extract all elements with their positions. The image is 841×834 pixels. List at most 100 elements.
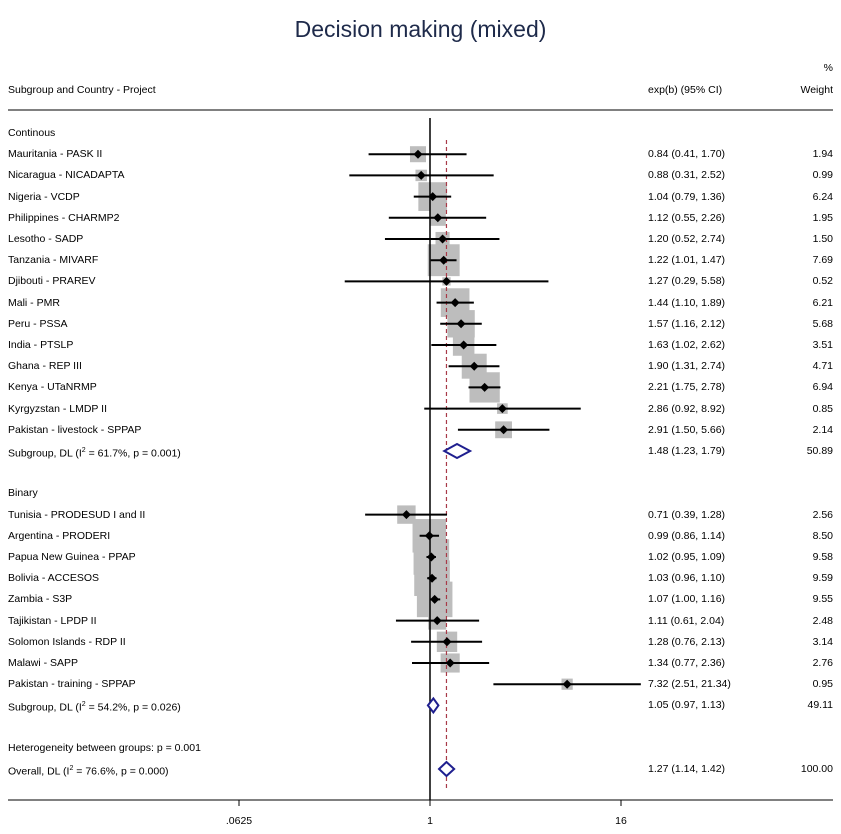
group-label: Continous (8, 127, 56, 139)
estimate-ci-text: 1.22 (1.01, 1.47) (648, 254, 726, 267)
study-label: Bolivia - ACCESOS (8, 572, 100, 585)
estimate-ci-text: 0.84 (0.41, 1.70) (648, 148, 726, 161)
estimate-ci-text: 1.27 (0.29, 5.58) (648, 275, 726, 288)
label-column-header: Subgroup and Country - Project (8, 84, 156, 96)
estimate-ci-text: 1.02 (0.95, 1.09) (648, 551, 726, 563)
weight-value: 0.85 (812, 402, 833, 415)
point-estimate-marker (426, 552, 436, 562)
x-tick-label: 1 (427, 815, 433, 827)
estimate-ci-text: 1.34 (0.77, 2.36) (648, 657, 726, 669)
weight-value: 49.11 (807, 699, 834, 712)
estimate-ci-text: 1.12 (0.55, 2.26) (648, 211, 726, 224)
weight-value: 50.89 (806, 445, 833, 457)
study-label: Tanzania - MIVARF (8, 254, 99, 267)
study-label: Pakistan - livestock - SPPAP (8, 423, 142, 436)
weight-value: 6.21 (812, 296, 833, 309)
point-estimate-marker (480, 382, 490, 392)
estimate-ci-text: 1.63 (1.02, 2.62) (648, 339, 726, 351)
estimate-ci-text: 1.57 (1.16, 2.12) (648, 317, 726, 330)
estimate-ci-text: 1.04 (0.79, 1.36) (648, 190, 726, 203)
point-estimate-marker (432, 616, 442, 626)
estimate-ci-text: 1.07 (1.00, 1.16) (648, 593, 726, 606)
point-estimate-marker (438, 234, 448, 244)
study-label: Papua New Guinea - PPAP (8, 551, 136, 563)
weight-value: 2.48 (812, 614, 833, 627)
weight-value: 3.14 (812, 635, 833, 648)
point-estimate-marker (439, 255, 449, 265)
subgroup-label: Subgroup, DL (I2 = 61.7%, p = 0.001) (8, 447, 181, 460)
subgroup-diamond (426, 696, 440, 715)
weight-value: 9.55 (812, 593, 833, 606)
estimate-ci-text: 1.27 (1.14, 1.42) (648, 763, 726, 775)
estimate-ci-text: 1.20 (0.52, 2.74) (648, 233, 726, 245)
study-label: Malawi - SAPP (8, 657, 79, 669)
estimate-ci-text: 1.48 (1.23, 1.79) (648, 445, 726, 457)
study-label: Tajikistan - LPDP II (8, 614, 97, 627)
study-label: Pakistan - training - SPPAP (8, 678, 136, 691)
weight-value: 8.50 (812, 529, 833, 542)
weight-value: 0.52 (812, 275, 833, 288)
study-label: Nigeria - VCDP (8, 190, 80, 203)
weight-value: 5.68 (812, 317, 833, 330)
point-estimate-marker (450, 298, 460, 308)
point-estimate-marker (433, 213, 443, 223)
study-label: Mali - PMR (8, 296, 60, 309)
estimate-column-header: exp(b) (95% CI) (648, 84, 723, 96)
study-label: Peru - PSSA (8, 317, 68, 330)
study-label: Kenya - UTaNRMP (8, 381, 97, 394)
weight-value: 2.14 (812, 423, 833, 436)
weight-value: 9.59 (812, 572, 833, 585)
weight-value: 2.56 (812, 508, 833, 521)
point-estimate-marker (499, 425, 509, 435)
study-label: Lesotho - SADP (8, 233, 84, 245)
weight-value: 4.71 (812, 360, 833, 373)
point-estimate-marker (401, 510, 411, 520)
point-estimate-marker (413, 149, 423, 159)
estimate-ci-text: 1.28 (0.76, 2.13) (648, 635, 726, 648)
weight-value: 1.94 (812, 148, 833, 161)
estimate-ci-text: 0.99 (0.86, 1.14) (648, 529, 726, 542)
group-label: Binary (8, 487, 38, 500)
overall-diamond (437, 760, 456, 778)
estimate-ci-text: 2.86 (0.92, 8.92) (648, 402, 726, 415)
estimate-ci-text: 1.11 (0.61, 2.04) (648, 614, 725, 627)
subgroup-label: Subgroup, DL (I2 = 54.2%, p = 0.026) (8, 701, 181, 714)
estimate-ci-text: 1.90 (1.31, 2.74) (648, 360, 726, 373)
study-label: Tunisia - PRODESUD I and II (8, 508, 146, 521)
point-estimate-marker (445, 658, 455, 668)
weight-value: 1.50 (812, 233, 833, 245)
study-label: Solomon Islands - RDP II (8, 635, 126, 648)
weight-value: 9.58 (812, 551, 833, 563)
study-label: Ghana - REP III (8, 360, 82, 373)
point-estimate-marker (497, 404, 507, 414)
point-estimate-marker (442, 637, 452, 647)
point-estimate-marker (456, 319, 466, 329)
weight-value: 1.95 (812, 211, 833, 224)
point-estimate-marker (459, 340, 469, 350)
estimate-ci-text: 7.32 (2.51, 21.34) (648, 678, 731, 691)
point-estimate-marker (562, 679, 572, 689)
estimate-ci-text: 1.44 (1.10, 1.89) (648, 296, 726, 309)
estimate-ci-text: 1.05 (0.97, 1.13) (648, 699, 726, 712)
x-tick-label: 16 (615, 815, 627, 827)
weight-value: 6.24 (812, 190, 833, 203)
weight-header-percent: % (823, 62, 833, 74)
estimate-ci-text: 0.88 (0.31, 2.52) (648, 169, 726, 182)
weight-value: 2.76 (812, 657, 833, 669)
point-estimate-marker (469, 361, 479, 371)
point-estimate-marker (428, 192, 438, 202)
study-label: Kyrgyzstan - LMDP II (8, 402, 108, 415)
chart-title: Decision making (mixed) (294, 16, 547, 42)
estimate-ci-text: 2.21 (1.75, 2.78) (648, 381, 726, 394)
estimate-ci-text: 1.03 (0.96, 1.10) (648, 572, 726, 585)
weight-value: 0.95 (812, 678, 833, 691)
weight-value: 100.00 (800, 763, 833, 775)
point-estimate-marker (441, 276, 451, 286)
weight-value: 7.69 (812, 254, 833, 267)
study-label: Philippines - CHARMP2 (8, 211, 120, 224)
study-label: Mauritania - PASK II (8, 148, 103, 161)
point-estimate-marker (416, 170, 426, 180)
point-estimate-marker (424, 531, 434, 541)
estimate-ci-text: 2.91 (1.50, 5.66) (648, 423, 726, 436)
